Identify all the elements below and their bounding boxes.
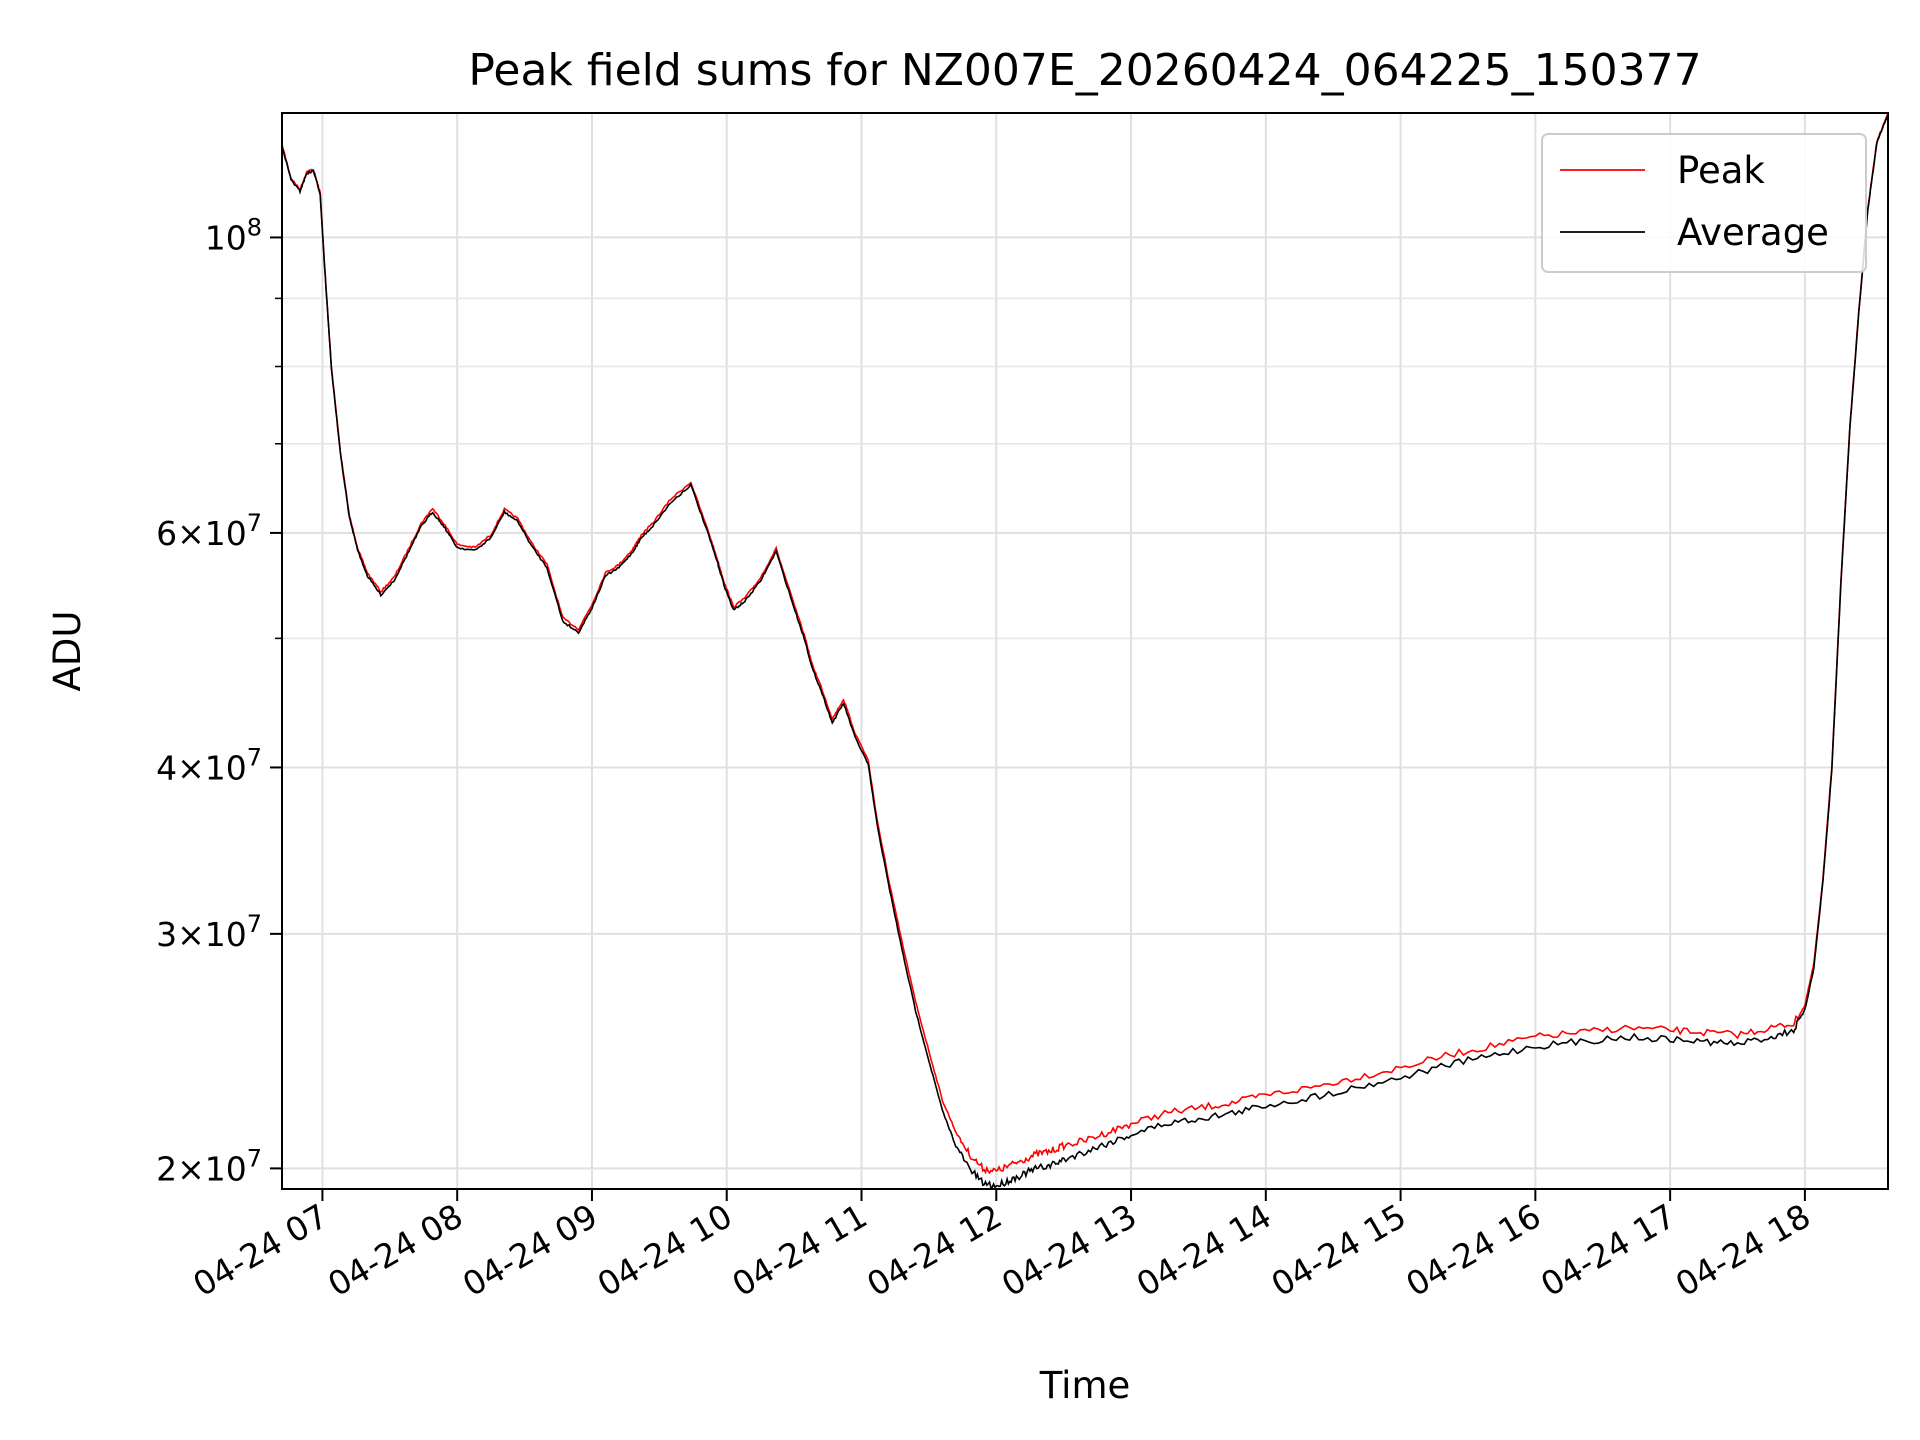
- legend-label-peak: Peak: [1677, 149, 1765, 192]
- x-tick-label: 04-24 11: [726, 1196, 874, 1304]
- series-lines: [282, 113, 1888, 1189]
- y-axis-label: ADU: [46, 611, 89, 692]
- y-tick-label: 6×107: [156, 509, 262, 553]
- legend-label-average: Average: [1677, 211, 1829, 254]
- x-tick-label: 04-24 10: [591, 1196, 739, 1304]
- x-tick-label: 04-24 13: [995, 1196, 1143, 1304]
- x-tick-label: 04-24 16: [1399, 1196, 1547, 1304]
- grid: [282, 113, 1888, 1189]
- y-tick-label: 4×107: [156, 743, 262, 787]
- x-tick-label: 04-24 17: [1534, 1196, 1682, 1304]
- x-axis-label: Time: [1039, 1364, 1131, 1407]
- x-tick-label: 04-24 12: [860, 1196, 1008, 1304]
- x-tick-label: 04-24 08: [321, 1196, 469, 1304]
- x-tick-label: 04-24 18: [1669, 1196, 1817, 1304]
- legend-box: [1541, 133, 1867, 273]
- chart-title: Peak field sums for NZ007E_20260424_0642…: [468, 45, 1701, 96]
- plot-frame: [281, 112, 1889, 1190]
- legend: Peak Average: [1541, 133, 1867, 273]
- series-line-average: [282, 113, 1888, 1189]
- x-tick-label: 04-24 14: [1130, 1196, 1278, 1304]
- x-tick-label: 04-24 07: [186, 1196, 334, 1304]
- x-tick-label: 04-24 09: [456, 1196, 604, 1304]
- y-tick-label: 2×107: [156, 1144, 262, 1188]
- x-tick-label: 04-24 15: [1265, 1196, 1413, 1304]
- y-tick-label: 108: [205, 213, 262, 257]
- y-axis: 2×107 3×107 4×107 6×107 108: [156, 213, 282, 1188]
- series-line-peak: [282, 113, 1888, 1175]
- y-tick-label: 3×107: [156, 910, 262, 954]
